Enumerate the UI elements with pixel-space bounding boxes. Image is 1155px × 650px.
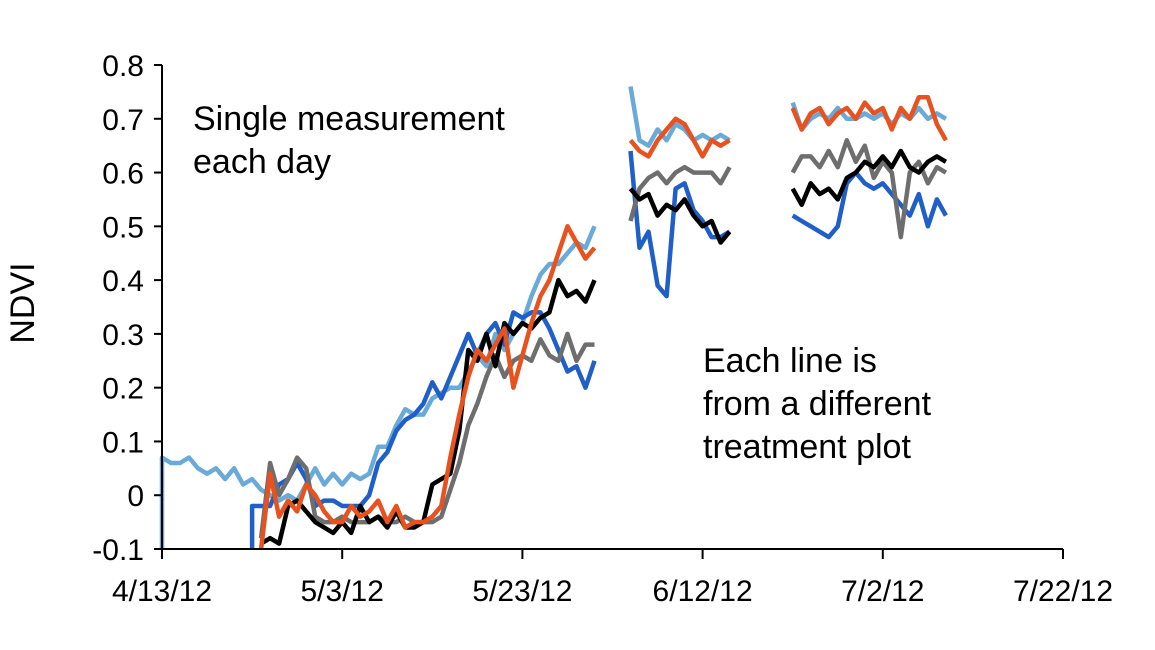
y-tick-label: 0.3 [102,319,144,352]
y-tick-label: 0.7 [102,104,144,137]
y-tick-label: -0.1 [92,534,144,567]
series-4-line-segment-3 [790,148,948,208]
x-tick-label: 5/3/12 [300,575,383,608]
x-tick-label: 6/12/12 [653,575,753,608]
annotation-2-line-2: from a different [703,385,932,423]
x-tick-label: 5/23/12 [472,575,572,608]
series-3-line-segment-1 [258,331,595,539]
y-tick-label: 0 [127,480,144,513]
axes-layer [161,65,1063,550]
annotation-2-line-1: Each line is [703,342,877,380]
annotation-2-line-3: treatment plot [703,428,911,466]
series-5-line-segment-2 [628,116,731,159]
series-3-line-segment-2 [628,164,732,222]
series-layer [159,86,948,550]
series-1-line-segment-2 [628,86,731,148]
series-4-line-segment-1 [259,277,597,546]
series-3-line-segment-3 [790,138,948,240]
x-tick-label: 4/13/12 [112,575,212,608]
y-tick-label: 0.1 [102,426,144,459]
series-5-line-segment-1 [258,224,597,550]
y-tick-label: 0.5 [102,211,144,244]
annotation-1-line-1: Single measurement [193,100,505,138]
series-4-line-segment-2 [628,187,732,245]
ticks-layer: -0.1 0 0.1 0.2 0.3 0.4 0.5 0.6 0.7 0.8 4/13/12 5/3/… [92,50,1113,608]
y-tick-label: 0.8 [102,50,144,83]
x-tick-label: 7/2/12 [841,575,924,608]
y-axis-title: NDVI [4,262,42,343]
x-tick-label: 7/22/12 [1013,575,1113,608]
series-5-line-segment-3 [790,95,948,142]
y-tick-label: 0.2 [102,373,144,406]
series-2-line-segment-2 [628,150,731,299]
y-tick-label: 0.6 [102,158,144,191]
series-2-line-segment-3 [791,170,948,240]
series-1-line-segment-3 [790,101,948,132]
annotation-1-line-2: each day [193,143,331,181]
y-tick-label: 0.4 [102,265,144,298]
annotations-layer: Single measurement each day Each line is fr… [193,100,932,466]
